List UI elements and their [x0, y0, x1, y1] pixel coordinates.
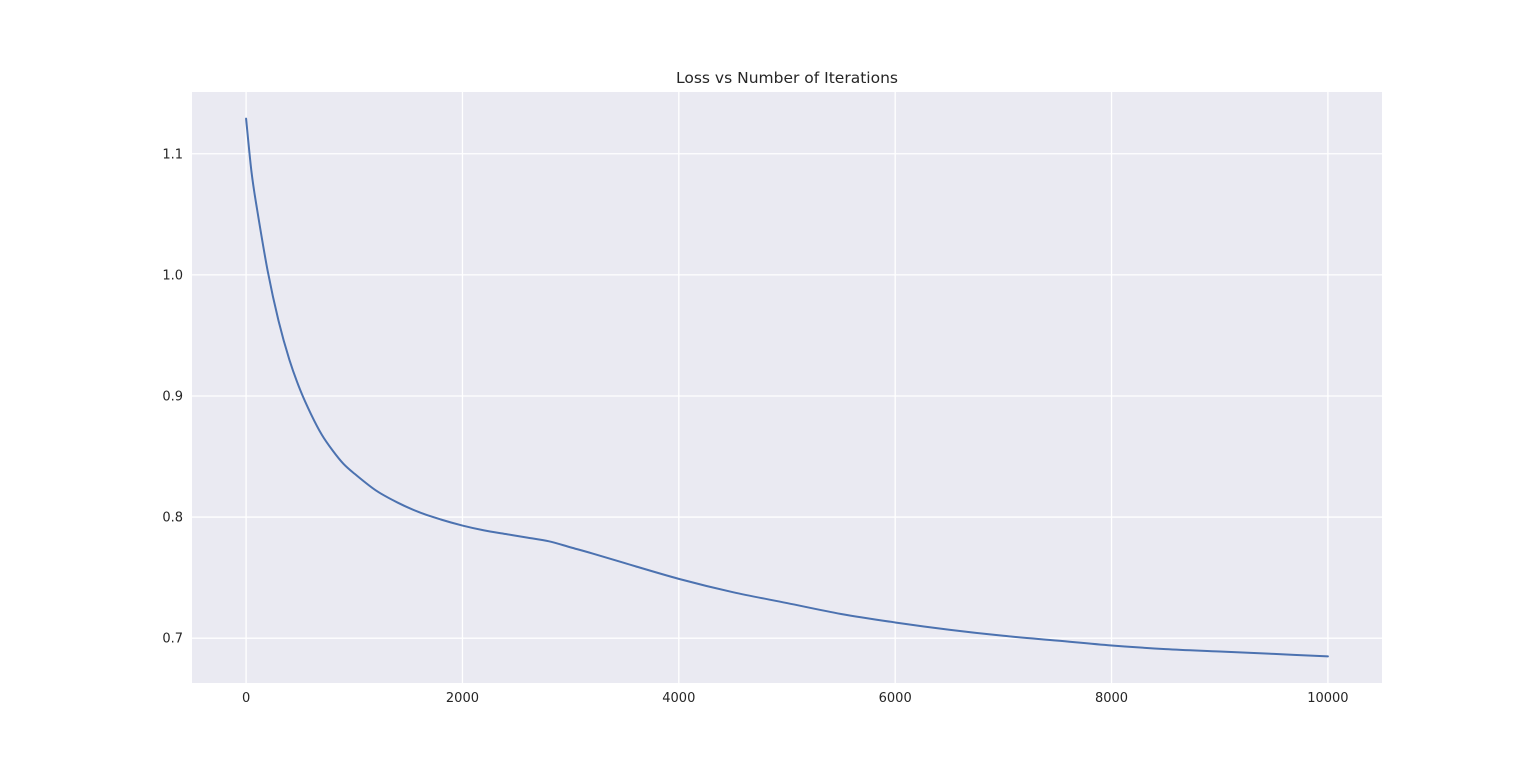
x-tick-label: 2000: [446, 691, 479, 706]
y-tick-label: 1.0: [162, 268, 183, 283]
series-layer: [245, 117, 1329, 658]
y-tick-label: 0.7: [162, 632, 183, 647]
x-tick-label: 8000: [1095, 691, 1128, 706]
x-tick-label: 10000: [1307, 691, 1348, 706]
loss-line: [245, 117, 1329, 658]
y-tick-label: 1.1: [162, 147, 183, 162]
x-tick-labels: 0 2000 4000 6000 8000 10000: [242, 691, 1349, 706]
y-tick-label: 0.9: [162, 389, 183, 404]
x-gridlines: [245, 92, 1329, 683]
plot-area: [192, 92, 1382, 683]
x-tick-label: 6000: [879, 691, 912, 706]
y-tick-labels: 0.7 0.8 0.9 1.0 1.1: [162, 147, 183, 646]
x-tick-label: 4000: [662, 691, 695, 706]
y-tick-label: 0.8: [162, 511, 183, 526]
y-gridlines: [192, 153, 1382, 639]
x-tick-label: 0: [242, 691, 250, 706]
chart-title: Loss vs Number of Iterations: [676, 69, 898, 87]
